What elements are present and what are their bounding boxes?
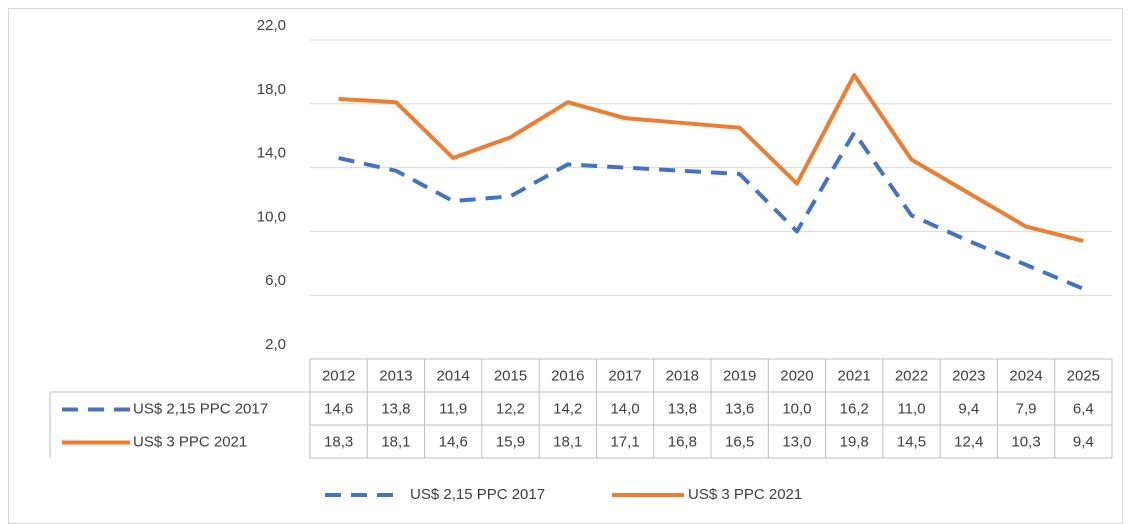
- x-tick-label: 2022: [895, 367, 928, 384]
- table-value: 18,1: [381, 433, 410, 450]
- table-value: 9,4: [1073, 433, 1094, 450]
- table-value: 13,8: [668, 400, 697, 417]
- table-value: 13,8: [381, 400, 410, 417]
- table-value: 17,1: [610, 433, 639, 450]
- y-tick-label: 6,0: [265, 272, 286, 289]
- table-value: 13,0: [782, 433, 811, 450]
- table-value: 12,2: [496, 400, 525, 417]
- table-value: 7,9: [1016, 400, 1037, 417]
- table-value: 9,4: [958, 400, 979, 417]
- table-value: 19,8: [840, 433, 869, 450]
- x-tick-label: 2013: [379, 367, 412, 384]
- series-line: [338, 73, 1084, 243]
- table-value: 14,5: [897, 433, 926, 450]
- x-tick-label: 2015: [494, 367, 527, 384]
- x-tick-label: 2024: [1009, 367, 1042, 384]
- x-tick-label: 2020: [780, 367, 813, 384]
- table-value: 11,9: [439, 400, 467, 417]
- y-tick-label: 2,0: [265, 336, 286, 353]
- legend-label: US$ 2,15 PPC 2017: [410, 486, 545, 503]
- x-tick-label: 2018: [666, 367, 699, 384]
- table-series-name: US$ 2,15 PPC 2017: [133, 400, 268, 417]
- x-tick-label: 2025: [1067, 367, 1100, 384]
- y-tick-label: 22,0: [257, 17, 286, 34]
- table-value: 16,8: [668, 433, 697, 450]
- y-tick-label: 10,0: [257, 208, 286, 225]
- table-value: 16,5: [725, 433, 754, 450]
- table-value: 14,6: [439, 433, 468, 450]
- table-value: 18,1: [553, 433, 582, 450]
- table-value: 11,0: [897, 400, 925, 417]
- y-tick-label: 18,0: [257, 81, 286, 98]
- table-value: 18,3: [324, 433, 353, 450]
- table-value: 14,0: [610, 400, 639, 417]
- x-tick-label: 2016: [551, 367, 584, 384]
- table-value: 13,6: [725, 400, 754, 417]
- series-line: [338, 130, 1085, 291]
- x-tick-label: 2023: [952, 367, 985, 384]
- table-value: 14,2: [553, 400, 582, 417]
- x-tick-label: 2019: [723, 367, 756, 384]
- x-tick-label: 2017: [608, 367, 641, 384]
- table-series-name: US$ 3 PPC 2021: [133, 433, 247, 450]
- x-tick-label: 2012: [322, 367, 355, 384]
- chart-frame: [8, 8, 1123, 524]
- y-tick-label: 14,0: [257, 145, 286, 162]
- legend-label: US$ 3 PPC 2021: [688, 486, 802, 503]
- table-value: 10,3: [1011, 433, 1040, 450]
- x-tick-label: 2014: [437, 367, 470, 384]
- x-tick-label: 2021: [838, 367, 871, 384]
- table-value: 12,4: [954, 433, 983, 450]
- table-value: 15,9: [496, 433, 525, 450]
- table-value: 16,2: [840, 400, 869, 417]
- table-value: 6,4: [1073, 400, 1094, 417]
- table-value: 10,0: [782, 400, 811, 417]
- table-value: 14,6: [324, 400, 353, 417]
